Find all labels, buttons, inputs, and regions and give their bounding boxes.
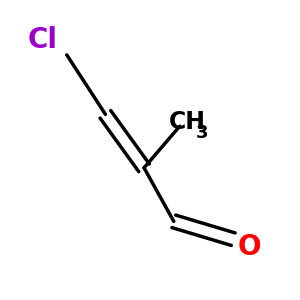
Text: 3: 3: [196, 124, 208, 142]
Text: Cl: Cl: [28, 26, 58, 54]
Text: CH: CH: [169, 110, 206, 134]
Text: O: O: [238, 232, 261, 261]
